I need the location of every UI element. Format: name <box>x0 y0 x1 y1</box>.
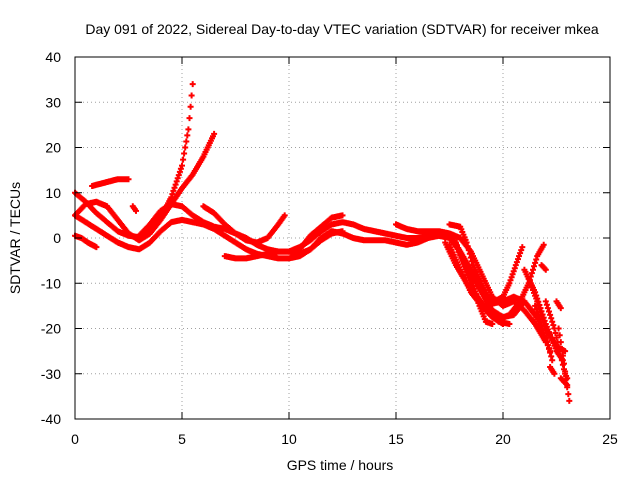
series-arc-4 <box>89 176 132 189</box>
y-tick-label: 20 <box>45 140 61 156</box>
x-axis-label: GPS time / hours <box>287 457 394 473</box>
x-tick-label: 25 <box>602 431 618 447</box>
plus-markers <box>532 302 554 355</box>
plus-markers <box>557 375 571 389</box>
x-tick-label: 10 <box>281 431 297 447</box>
plus-markers <box>89 176 132 189</box>
x-tick-label: 5 <box>178 431 186 447</box>
plus-markers <box>129 203 139 214</box>
plus-markers <box>200 203 288 246</box>
y-tick-label: -10 <box>41 275 61 291</box>
series-arc-27 <box>553 298 564 312</box>
y-tick-label: -20 <box>41 321 61 337</box>
y-axis-label: SDTVAR / TECUs <box>7 182 23 294</box>
series-arc-26 <box>538 262 549 273</box>
y-tick-label: -30 <box>41 366 61 382</box>
series-arc-9 <box>221 228 399 262</box>
series-arc-24 <box>557 375 571 389</box>
plus-markers <box>538 262 549 273</box>
y-tick-label: 40 <box>45 49 61 65</box>
plus-markers <box>450 235 496 327</box>
plus-markers <box>542 298 571 382</box>
data-series <box>72 81 573 404</box>
series-arc-8 <box>200 203 288 246</box>
series-arc-23 <box>532 302 554 355</box>
x-tick-label: 0 <box>71 431 79 447</box>
x-tick-label: 15 <box>388 431 404 447</box>
y-tick-label: -40 <box>41 411 61 427</box>
y-tick-label: 30 <box>45 94 61 110</box>
y-tick-label: 0 <box>53 230 61 246</box>
series-arc-5 <box>129 203 139 214</box>
plus-markers <box>446 221 526 305</box>
series-arc-18 <box>450 235 496 327</box>
axis-ticks <box>74 56 611 420</box>
series-arc-25 <box>547 364 558 377</box>
series-arc-13 <box>446 221 526 305</box>
x-tick-label: 20 <box>495 431 511 447</box>
chart-title: Day 091 of 2022, Sidereal Day-to-day VTE… <box>85 21 598 37</box>
y-tick-label: 10 <box>45 185 61 201</box>
series-arc-22 <box>542 298 571 382</box>
plus-markers <box>547 364 558 377</box>
plus-markers <box>553 298 564 312</box>
plus-markers <box>221 228 399 262</box>
tick-labels: 0 5 10 15 20 25 -40 -30 -20 -10 0 10 20 30 40 <box>41 49 618 447</box>
